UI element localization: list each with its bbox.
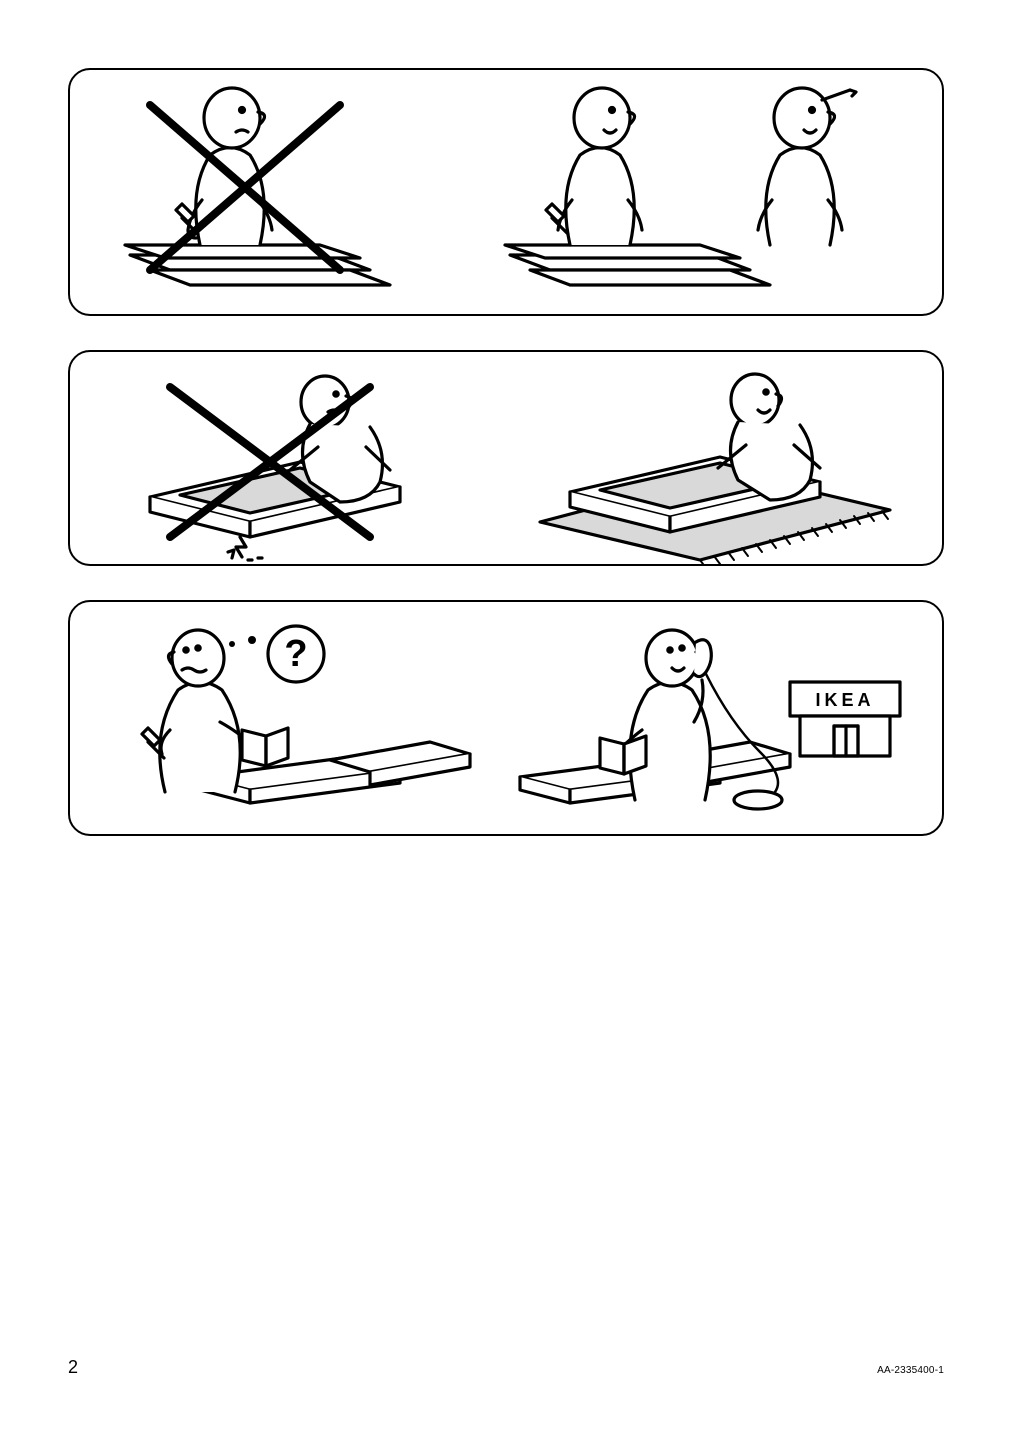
panel-1-illustration xyxy=(70,70,944,316)
page-number: 2 xyxy=(68,1357,78,1378)
panel-two-people xyxy=(68,68,944,316)
panel-call-ikea: ? xyxy=(68,600,944,836)
ikea-store-label: IKEA xyxy=(815,690,874,710)
instruction-page: ? xyxy=(0,0,1012,1432)
panel-2-illustration xyxy=(70,352,944,566)
panel-3-illustration: ? xyxy=(70,602,944,836)
document-code: AA-2335400-1 xyxy=(877,1365,944,1376)
question-mark: ? xyxy=(284,633,307,675)
panel-soft-surface xyxy=(68,350,944,566)
